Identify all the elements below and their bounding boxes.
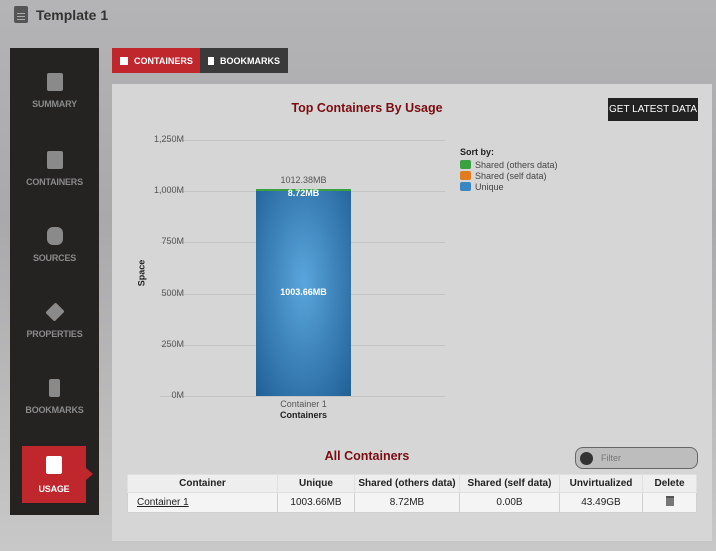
sidebar-label: USAGE xyxy=(38,484,70,494)
sidebar-label: SOURCES xyxy=(32,253,77,263)
search-icon xyxy=(580,451,593,465)
legend-item-shared-self[interactable]: Shared (self data) xyxy=(460,170,558,181)
legend: Sort by: Shared (others data) Shared (se… xyxy=(460,147,558,192)
y-axis-label: Space xyxy=(136,259,147,287)
bar-segment xyxy=(256,190,351,396)
container-icon xyxy=(46,151,63,169)
data-label-unique: 1003.66MB xyxy=(280,287,327,298)
gridline xyxy=(160,396,445,397)
col-delete: Delete xyxy=(642,474,697,493)
sidebar-label: BOOKMARKS xyxy=(25,405,84,415)
container-link[interactable]: Container 1 xyxy=(137,497,189,508)
database-icon xyxy=(46,227,63,245)
trash-icon xyxy=(665,496,674,506)
y-tick-label: 1,000M xyxy=(153,185,184,196)
delete-button[interactable] xyxy=(642,492,697,513)
cell-unique: 1003.66MB xyxy=(277,492,355,513)
legend-swatch xyxy=(460,182,471,191)
sidebar-item-summary[interactable]: SUMMARY xyxy=(10,73,99,109)
col-container[interactable]: Container xyxy=(127,474,278,493)
containers-table: Container Unique Shared (others data) Sh… xyxy=(127,474,697,513)
x-tick-label: Container 1 xyxy=(280,399,327,409)
title-text: Template 1 xyxy=(36,6,109,23)
all-containers-title: All Containers xyxy=(324,449,410,463)
legend-item-shared-others[interactable]: Shared (others data) xyxy=(460,159,558,170)
legend-title: Sort by: xyxy=(460,147,495,157)
cell-shared-self: 0.00B xyxy=(459,492,560,513)
total-label: 1012.38MB xyxy=(280,174,327,185)
document-icon xyxy=(46,73,63,91)
page-title: Template 1 xyxy=(14,6,108,23)
filter-input[interactable]: Filter xyxy=(575,447,698,469)
sidebar-item-properties[interactable]: PROPERTIES xyxy=(10,302,99,339)
sidebar-item-bookmarks[interactable]: BOOKMARKS xyxy=(10,379,99,415)
sidebar-label: SUMMARY xyxy=(32,99,77,109)
col-unique[interactable]: Unique xyxy=(277,474,355,493)
y-tick-label: 500M xyxy=(161,287,184,298)
legend-swatch xyxy=(460,171,471,180)
col-unvirtualized[interactable]: Unvirtualized xyxy=(559,474,643,493)
main-panel xyxy=(112,84,712,541)
y-tick-label: 0M xyxy=(171,390,184,400)
legend-item-unique[interactable]: Unique xyxy=(460,181,558,192)
table-header: Container Unique Shared (others data) Sh… xyxy=(127,474,697,493)
data-label-shared-others: 8.72MB xyxy=(287,187,320,198)
usage-icon xyxy=(46,456,62,474)
col-shared-others[interactable]: Shared (others data) xyxy=(354,474,460,493)
sidebar-label: CONTAINERS xyxy=(26,177,83,187)
bookmark-icon xyxy=(208,56,214,65)
gridline xyxy=(160,140,445,141)
get-latest-data-button[interactable]: GET LATEST DATA xyxy=(608,98,698,121)
tab-label: BOOKMARKS xyxy=(220,55,280,66)
chart-title: Top Containers By Usage xyxy=(291,101,443,115)
y-tick-label: 1,250M xyxy=(153,134,184,144)
tab-label: CONTAINERS xyxy=(134,55,193,66)
sidebar-label: PROPERTIES xyxy=(26,329,83,339)
cell-unvirtualized: 43.49GB xyxy=(559,492,643,513)
x-axis-label: Containers xyxy=(279,410,327,420)
filter-placeholder: Filter xyxy=(601,453,621,463)
bar-segment xyxy=(256,188,351,191)
container-icon xyxy=(120,56,128,65)
tab-bookmarks[interactable]: BOOKMARKS xyxy=(200,48,288,73)
bookmark-icon xyxy=(49,379,60,397)
legend-label: Shared (self data) xyxy=(475,170,547,181)
tab-containers[interactable]: CONTAINERS xyxy=(112,48,201,73)
y-tick-label: 250M xyxy=(161,338,184,349)
y-tick-label: 750M xyxy=(161,236,184,247)
col-shared-self[interactable]: Shared (self data) xyxy=(459,474,560,493)
table-row: Container 1 1003.66MB 8.72MB 0.00B 43.49… xyxy=(127,492,697,513)
cell-shared-others: 8.72MB xyxy=(354,492,460,513)
sidebar-item-sources[interactable]: SOURCES xyxy=(10,227,99,263)
sidebar-item-usage[interactable]: USAGE xyxy=(22,446,93,503)
legend-swatch xyxy=(460,160,471,169)
legend-label: Unique xyxy=(475,181,504,192)
sidebar: SUMMARY CONTAINERS SOURCES PROPERTIES BO… xyxy=(10,48,99,515)
document-icon xyxy=(14,6,28,23)
legend-label: Shared (others data) xyxy=(475,159,558,170)
sidebar-item-containers[interactable]: CONTAINERS xyxy=(10,151,99,187)
layers-icon xyxy=(44,302,65,322)
